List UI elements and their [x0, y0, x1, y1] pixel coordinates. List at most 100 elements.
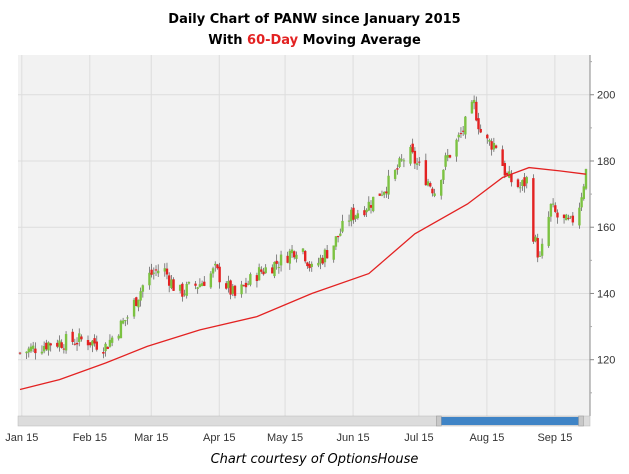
candle-body	[167, 275, 171, 286]
candle-body	[532, 178, 535, 242]
candle-body	[494, 145, 498, 148]
candle-body	[472, 99, 476, 104]
moving-average-line	[19, 166, 587, 391]
candle-body	[486, 134, 489, 139]
candle-body	[301, 248, 305, 252]
candle-body	[363, 210, 366, 216]
candle-body	[214, 263, 217, 266]
candle-body	[242, 285, 245, 287]
candle-body	[260, 269, 263, 272]
candle-body	[279, 254, 283, 266]
x-tick-label: Sep 15	[537, 432, 572, 444]
candle-body	[380, 194, 384, 196]
candle-body	[479, 128, 482, 133]
candle-body	[347, 220, 351, 222]
candle-body	[461, 130, 465, 132]
candle-body	[249, 274, 252, 285]
candle-body	[196, 287, 199, 289]
candle-body	[231, 286, 234, 294]
candle-body	[124, 319, 127, 322]
candle-body	[62, 348, 66, 350]
candle-body	[382, 191, 386, 195]
candle-body	[257, 267, 261, 281]
scrollbar-right-handle[interactable]	[578, 415, 584, 427]
candle-body	[126, 317, 129, 319]
candle-body	[492, 142, 496, 150]
candle-body	[525, 177, 528, 184]
candle-body	[409, 146, 412, 164]
candle-body	[157, 270, 160, 274]
candle-body	[246, 283, 250, 285]
candle-body	[369, 205, 373, 208]
candle-body	[139, 291, 142, 301]
candle-body	[488, 139, 491, 142]
chart-title-highlight: 60-Day	[247, 33, 299, 48]
candle-body	[86, 340, 90, 346]
candle-body	[354, 215, 357, 219]
x-tick-label: Apr 15	[203, 432, 235, 444]
candle-body	[18, 352, 22, 354]
x-tick-label: Aug 15	[469, 432, 504, 444]
candle-body	[172, 279, 175, 291]
candle-body	[293, 251, 296, 258]
candle-body	[323, 249, 327, 263]
candle-body	[431, 188, 434, 194]
candle-body	[56, 342, 59, 347]
candle-body	[148, 272, 151, 286]
candle-body	[198, 284, 202, 287]
candle-body	[518, 187, 522, 189]
candle-body	[393, 170, 397, 179]
candle-body	[64, 334, 68, 351]
candle-body	[398, 158, 401, 167]
candle-body	[415, 163, 419, 165]
candle-body	[424, 160, 428, 186]
candle-body	[510, 173, 513, 183]
y-tick-label: 160	[597, 222, 615, 234]
scrollbar-thumb[interactable]	[441, 417, 579, 425]
candle-body	[426, 181, 430, 186]
candle-body	[433, 193, 436, 196]
candle-body	[75, 342, 79, 345]
candle-body	[356, 213, 360, 219]
candle-body	[240, 284, 243, 295]
candle-body	[218, 266, 221, 283]
candle-body	[523, 177, 526, 187]
candle-body	[551, 203, 555, 205]
candle-body	[464, 116, 467, 135]
candle-body	[27, 348, 30, 353]
x-tick-label: Jul 15	[404, 432, 433, 444]
candle-body	[565, 214, 568, 221]
candle-body	[584, 168, 588, 189]
candle-body	[339, 233, 342, 236]
candle-body	[200, 283, 204, 287]
candle-body	[141, 285, 145, 292]
y-axis-ticks: 120 140 160 180 200	[590, 61, 615, 394]
y-tick-label: 200	[597, 90, 615, 102]
candle-body	[332, 245, 335, 260]
candle-body	[58, 340, 61, 348]
candle-body	[135, 297, 138, 306]
x-tick-label: Jun 15	[337, 432, 370, 444]
candle-body	[477, 118, 480, 130]
candle-body	[209, 273, 213, 288]
candle-body	[137, 299, 140, 308]
scrollbar-left-handle[interactable]	[436, 415, 442, 427]
candle-body	[194, 283, 197, 286]
candle-body	[547, 216, 550, 246]
candle-body	[117, 335, 120, 339]
candle-body	[271, 267, 274, 274]
candle-body	[102, 352, 105, 354]
candle-body	[470, 101, 474, 114]
candle-body	[233, 285, 237, 296]
candle-body	[104, 343, 107, 352]
candle-body	[562, 214, 566, 219]
candle-body	[442, 169, 445, 180]
candle-body	[95, 341, 98, 350]
candle-body	[319, 257, 322, 264]
candle-body	[227, 280, 230, 288]
time-scrollbar[interactable]	[17, 415, 591, 427]
scrollbar-track[interactable]	[17, 415, 591, 427]
candle-body	[154, 269, 158, 271]
candle-body	[321, 257, 324, 264]
candle-body	[163, 268, 166, 272]
